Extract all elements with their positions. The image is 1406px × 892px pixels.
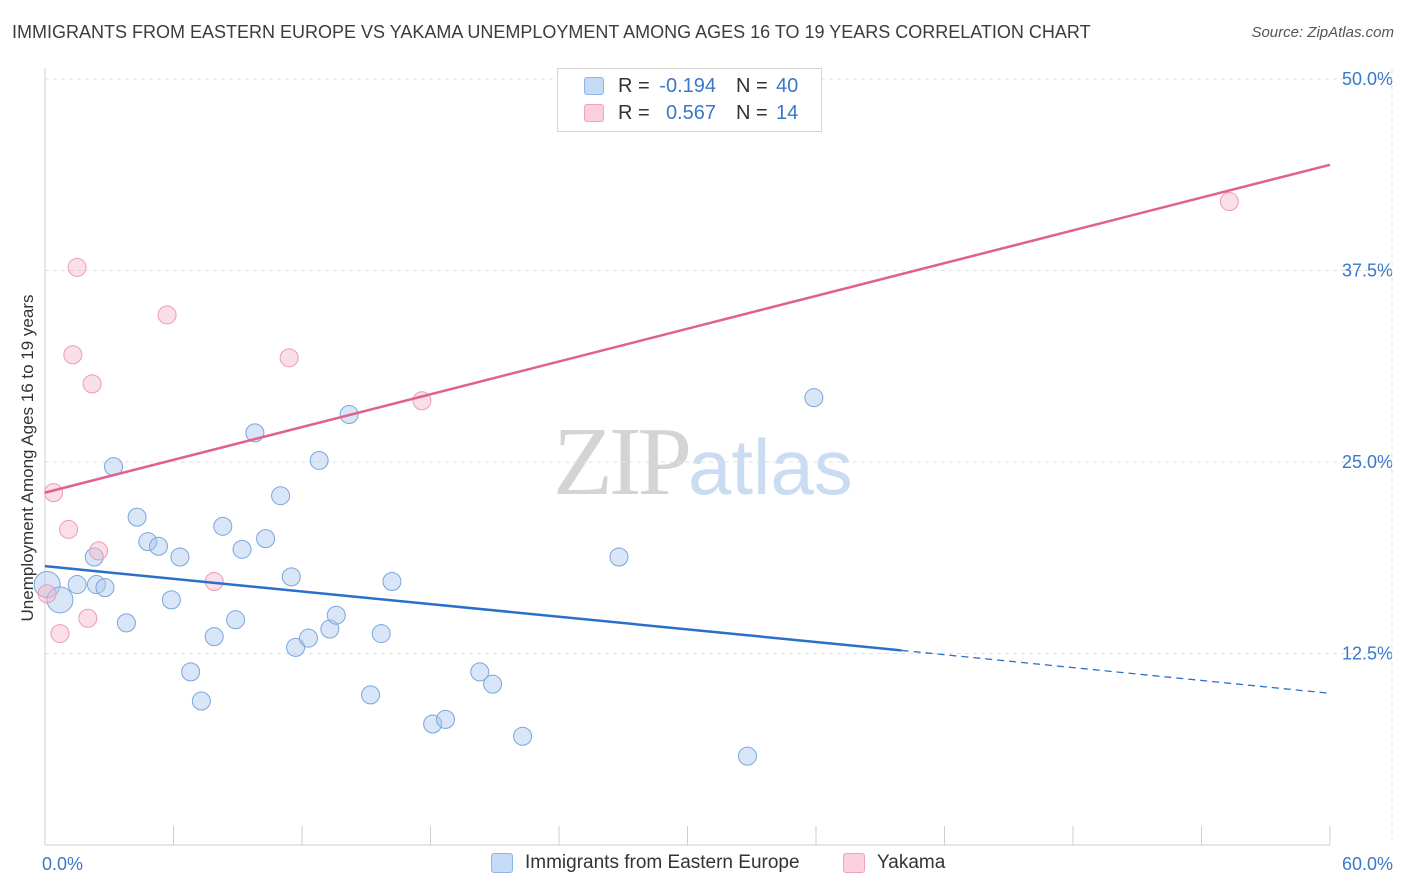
yakama-trendline bbox=[44, 163, 1331, 494]
legend-r-label: R = bbox=[618, 74, 650, 97]
eastern-europe-point bbox=[371, 624, 391, 644]
eastern-europe-point bbox=[170, 547, 190, 567]
legend-r-label: R = bbox=[618, 101, 650, 124]
eastern-europe-point bbox=[271, 486, 291, 506]
legend-n-label: N = bbox=[736, 74, 768, 97]
eastern-europe-point bbox=[309, 450, 329, 470]
yakama-point bbox=[37, 584, 57, 604]
eastern-europe-point bbox=[361, 685, 381, 705]
yakama-point bbox=[59, 519, 79, 539]
eastern-europe-trendline bbox=[44, 564, 902, 652]
legend-n-label: N = bbox=[736, 101, 768, 124]
eastern-europe-point bbox=[382, 571, 402, 591]
source-credit: Source: ZipAtlas.com bbox=[1251, 24, 1394, 41]
eastern-europe-point bbox=[161, 590, 181, 610]
eastern-europe-point bbox=[95, 578, 115, 598]
yakama-point bbox=[63, 345, 83, 365]
yakama-point bbox=[157, 305, 177, 325]
y-tick-label: 25.0% bbox=[1342, 452, 1393, 472]
legend-n-value: 40 bbox=[776, 74, 799, 97]
legend-r-value: 0.567 bbox=[665, 101, 716, 124]
eastern-europe-point bbox=[423, 714, 443, 734]
eastern-europe-point bbox=[286, 637, 306, 657]
eastern-europe-point bbox=[46, 586, 74, 614]
series-swatch-pink bbox=[843, 853, 865, 873]
yakama-point bbox=[67, 257, 87, 277]
yakama-point bbox=[89, 541, 109, 561]
eastern-europe-point bbox=[138, 532, 158, 552]
x-tick-label: 0.0% bbox=[42, 854, 83, 874]
eastern-europe-point bbox=[483, 674, 503, 694]
watermark-atlas: atlas bbox=[688, 423, 853, 511]
eastern-europe-point bbox=[116, 613, 136, 633]
eastern-europe-point bbox=[181, 662, 201, 682]
eastern-europe-point bbox=[804, 388, 824, 408]
legend-row-eastern-europe: R = -0.194 N = 40 bbox=[584, 74, 814, 98]
eastern-europe-point bbox=[67, 575, 87, 595]
legend-n-value: 14 bbox=[776, 101, 799, 124]
yakama-point bbox=[50, 624, 70, 644]
series-swatch-blue bbox=[491, 853, 513, 873]
eastern-europe-point bbox=[127, 507, 147, 527]
eastern-europe-point bbox=[232, 539, 252, 559]
yakama-point bbox=[78, 608, 98, 628]
eastern-europe-point bbox=[256, 529, 276, 549]
series-name-yakama: Yakama bbox=[877, 852, 946, 873]
eastern-europe-point bbox=[513, 726, 533, 746]
eastern-europe-point bbox=[281, 567, 301, 587]
series-legend: Immigrants from Eastern Europe Yakama bbox=[0, 852, 1406, 878]
eastern-europe-point bbox=[149, 536, 169, 556]
eastern-europe-point bbox=[213, 516, 233, 536]
eastern-europe-point bbox=[191, 691, 211, 711]
y-tick-label: 12.5% bbox=[1342, 644, 1393, 664]
series-name-eastern-europe: Immigrants from Eastern Europe bbox=[525, 852, 800, 873]
eastern-europe-point bbox=[326, 605, 346, 625]
series-legend-eastern-europe[interactable]: Immigrants from Eastern Europe bbox=[491, 852, 800, 874]
yakama-point bbox=[279, 348, 299, 368]
legend-row-yakama: R = 0.567 N = 14 bbox=[584, 101, 814, 125]
eastern-europe-trendline-extension bbox=[901, 649, 1331, 694]
correlation-legend: R = -0.194 N = 40 R = 0.567 N = 14 bbox=[557, 68, 822, 132]
yakama-point bbox=[82, 374, 102, 394]
x-tick-label: 60.0% bbox=[1342, 854, 1393, 874]
eastern-europe-point bbox=[435, 709, 455, 729]
legend-swatch-blue bbox=[584, 77, 604, 95]
series-legend-yakama[interactable]: Yakama bbox=[843, 852, 945, 874]
eastern-europe-point bbox=[204, 627, 224, 647]
eastern-europe-point bbox=[737, 746, 757, 766]
legend-swatch-pink bbox=[584, 104, 604, 122]
legend-r-value: -0.194 bbox=[659, 74, 716, 97]
eastern-europe-point bbox=[226, 610, 246, 630]
y-tick-label: 50.0% bbox=[1342, 69, 1393, 89]
chart-title: IMMIGRANTS FROM EASTERN EUROPE VS YAKAMA… bbox=[12, 22, 1091, 42]
eastern-europe-point bbox=[298, 628, 318, 648]
y-axis-label: Unemployment Among Ages 16 to 19 years bbox=[18, 294, 37, 622]
eastern-europe-point bbox=[609, 547, 629, 567]
y-tick-label: 37.5% bbox=[1342, 261, 1393, 281]
yakama-point bbox=[1219, 192, 1239, 212]
eastern-europe-point bbox=[470, 662, 490, 682]
